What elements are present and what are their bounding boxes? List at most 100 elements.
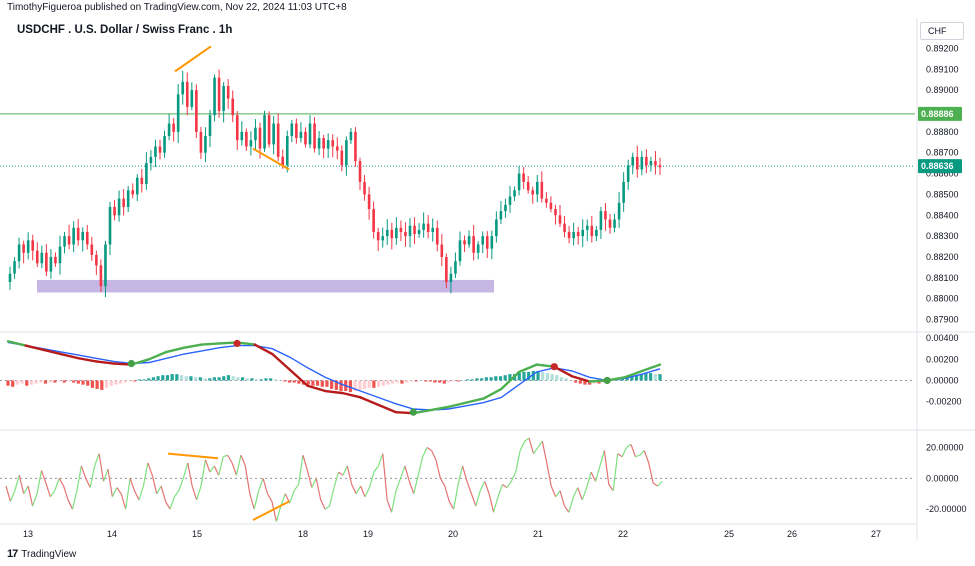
bearish-candle [413,225,416,235]
time-tick-label: 18 [298,529,308,539]
tradingview-logo[interactable]: 17 TradingView [7,548,76,560]
oscillator-line-segment [635,454,641,458]
currency-badge[interactable]: CHF [920,22,964,40]
oscillator-line-segment [209,465,215,473]
momentum-histogram-bar [104,380,109,388]
price-tick-label: 0.87900 [926,315,959,325]
bearish-candle [608,219,612,228]
bearish-candle [549,202,553,210]
candles [8,69,662,298]
bullish-candle [381,236,385,241]
bullish-candle [481,236,485,245]
bullish-candle [422,223,425,230]
momentum-fast-line-segment [200,342,221,346]
momentum-histogram-bar [137,379,141,381]
oscillator-line-segment [657,480,663,487]
bearish-candle [258,127,262,149]
symbol-title[interactable]: USDCHF . U.S. Dollar / Swiss Franc . 1h [17,24,233,36]
grid [0,18,975,540]
bearish-candle [554,209,557,216]
momentum-histogram-bar [559,377,564,381]
price-tick-label: 0.88500 [926,189,959,199]
bullish-candle [17,244,21,262]
momentum-histogram-bar [189,376,193,381]
bullish-candle [208,115,212,137]
momentum-histogram-bar [442,380,446,384]
bullish-candle [599,211,603,230]
level-layer [0,113,915,167]
oscillator-line-segment [311,478,317,488]
momentum-histogram-bar [419,380,423,381]
oscillator-line-segment [373,465,379,473]
bearish-candle [245,131,248,147]
oscillator-line-segment [528,438,535,454]
oscillator-line-segment [5,485,12,502]
momentum-histogram-bar [437,380,442,383]
bearish-candle [45,252,48,272]
momentum-histogram-bar [630,376,634,381]
momentum-cross-marker [127,359,135,368]
momentum-histogram-bar [376,380,381,387]
bearish-candle [99,265,103,287]
momentum-histogram-bar [222,376,226,381]
oscillator-line-segment [382,453,388,500]
bearish-candle [604,211,607,220]
bullish-candle [72,227,75,245]
bullish-candle [104,244,107,287]
momentum-histogram-bar [48,380,52,383]
oscillator-line-segment [408,481,415,494]
oscillator-line-segment [590,471,597,482]
bearish-candle [304,131,307,145]
oscillator-line-segment [54,478,60,491]
momentum-histogram-bar [564,378,568,381]
time-tick-label: 19 [363,529,373,539]
momentum-histogram-bar [358,380,362,390]
oscillator-line-segment [191,485,198,501]
bearish-candle [276,123,280,157]
oscillator-line-segment [275,505,282,522]
momentum-histogram-bar [297,380,301,384]
oscillator-line-segment [550,485,557,498]
bullish-candle [181,81,185,95]
momentum-histogram-bar [545,373,550,381]
momentum-histogram-bar [578,380,582,384]
oscillator-line-segment [457,465,464,485]
momentum-histogram-bar [184,376,188,381]
momentum-histogram-bar [522,371,526,381]
bearish-candle [435,227,439,245]
momentum-histogram-bar [555,375,559,381]
oscillator-tick-label: 20.00000 [926,442,964,452]
momentum-histogram-bar [25,380,29,386]
bullish-candle [585,225,589,230]
oscillator-line-segment [563,505,570,513]
bearish-candle [22,244,25,253]
bearish-candle [445,257,448,283]
momentum-histogram-bar [391,380,395,384]
oscillator-line-segment [572,487,579,498]
momentum-fast-line-segment [323,389,345,395]
bullish-candle [345,140,348,166]
momentum-histogram-bar [452,380,456,382]
bullish-candle [254,127,257,141]
bearish-candle [172,123,175,132]
bearish-candle [472,236,475,253]
oscillator-line-segment [586,471,592,488]
oscillator-line-segment [116,487,122,495]
time-tick-label: 13 [23,529,33,539]
bullish-candle [326,140,330,149]
last-price-tag-label: 0.88636 [921,161,954,171]
oscillator-line-segment [621,447,628,457]
bearish-candle [281,156,285,166]
momentum-histogram-bar [226,375,231,381]
momentum-histogram-bar [475,378,479,381]
momentum-histogram-bar [508,374,512,381]
momentum-histogram-bar [494,376,498,381]
bullish-candle [117,198,121,216]
oscillator-line-segment [617,453,623,458]
momentum-histogram-bar [283,380,287,382]
time-tick-label: 25 [724,529,734,539]
momentum-histogram-bar [306,380,310,385]
momentum-histogram-bar [484,377,489,381]
oscillator-line-segment [422,447,428,457]
